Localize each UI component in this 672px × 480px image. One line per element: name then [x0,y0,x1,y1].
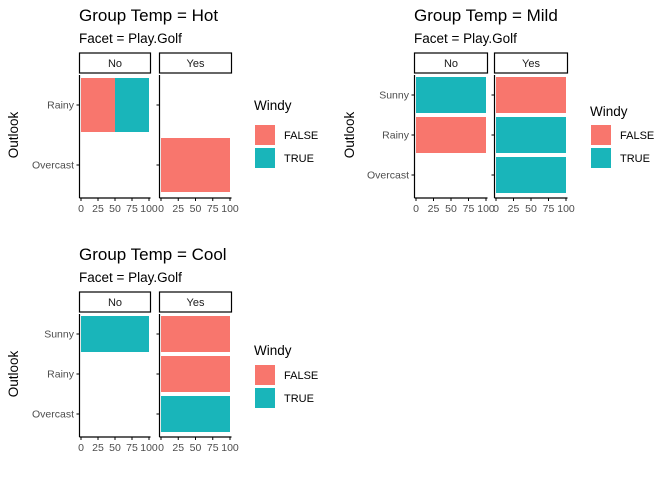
x-tick-label: 25 [508,203,520,215]
legend-key-true [255,388,275,408]
facet-strip-label: Yes [522,58,540,70]
x-tick-label: 75 [207,442,219,454]
chart-2: Group Temp = Mild Facet = Play.Golf Outloo… [342,6,654,215]
facet-strip [158,291,233,313]
bar-true-overcast [496,157,566,193]
legend-label-false: FALSE [284,130,318,142]
legend: Windy FALSE TRUE [254,343,318,408]
x-tick-label: 75 [126,203,138,215]
bar-false-rainy [416,117,486,153]
x-tick-label: 75 [207,203,219,215]
legend-key-false [255,125,275,145]
facet-panel-no: No 0 25 50 75 100 Rainy Overcast [32,52,158,215]
x-tick-label: 0 [158,442,164,454]
facet-strip [493,52,569,74]
legend-label-true: TRUE [620,153,650,165]
legend-label-false: FALSE [284,370,318,382]
facet-strip-label: No [108,58,122,70]
bar-false-rainy [81,78,115,132]
bar-true-sunny [416,77,486,113]
bar-true-sunny [81,316,149,352]
x-tick-label: 0 [413,203,419,215]
bar-false-overcast [161,138,230,192]
x-tick-label: 0 [158,203,164,215]
facet-strip-label: No [108,297,122,309]
chart-title: Group Temp = Cool [79,245,227,264]
y-tick-label: Overcast [367,170,409,182]
y-tick-label: Rainy [47,100,75,112]
facet-strip-label: Yes [187,297,205,309]
legend-title: Windy [254,98,292,113]
legend-label-true: TRUE [284,153,314,165]
facet-strip [413,52,489,74]
bar-false-sunny [161,316,230,352]
chart-subtitle: Facet = Play.Golf [79,31,182,46]
legend-key-true [591,148,611,168]
x-tick-label: 100 [221,203,239,215]
legend: Windy FALSE TRUE [590,104,654,168]
x-tick-label: 25 [172,203,184,215]
x-tick-label: 50 [190,203,202,215]
bar-true-rainy [496,117,566,153]
x-tick-label: 100 [477,203,495,215]
x-tick-label: 0 [78,442,84,454]
legend-key-false [255,365,275,385]
y-axis-label: Outlook [6,350,21,397]
y-tick-label: Overcast [32,160,74,172]
x-tick-label: 50 [109,203,121,215]
facet-strip-label: No [444,58,458,70]
x-tick-label: 75 [463,203,475,215]
x-tick-label: 25 [92,442,104,454]
chart-subtitle: Facet = Play.Golf [414,31,517,46]
facet-strip [78,291,152,313]
facet-strip-label: Yes [187,58,205,70]
y-tick-label: Rainy [382,130,410,142]
bar-true-overcast [161,396,230,432]
y-tick-label: Sunny [379,90,410,102]
legend-label-false: FALSE [620,130,654,142]
chart-title: Group Temp = Mild [414,6,558,25]
facet-panel-no: No 0 25 50 75 100 Sunny Rainy Overcast [367,52,495,215]
facet-panel-yes: Yes 0 25 50 75 100 [491,52,575,215]
legend-label-true: TRUE [284,393,314,405]
x-tick-label: 50 [109,442,121,454]
y-tick-label: Overcast [32,409,74,421]
legend: Windy FALSE TRUE [254,98,318,168]
x-tick-label: 100 [140,442,158,454]
x-tick-label: 75 [543,203,555,215]
x-tick-label: 25 [428,203,440,215]
bar-false-sunny [496,77,566,113]
facet-panel-yes: Yes 0 25 50 75 100 [156,291,239,454]
chart-title: Group Temp = Hot [79,6,218,25]
facet-strip [158,52,233,74]
x-tick-label: 75 [126,442,138,454]
x-tick-label: 50 [190,442,202,454]
chart-3: Group Temp = Cool Facet = Play.Golf Outloo… [6,245,318,454]
legend-key-false [591,125,611,145]
y-axis-label: Outlook [342,111,357,158]
x-tick-label: 25 [172,442,184,454]
y-axis-label: Outlook [6,111,21,158]
legend-title: Windy [590,104,628,119]
x-tick-label: 100 [221,442,239,454]
chart-subtitle: Facet = Play.Golf [79,270,182,285]
legend-key-true [255,148,275,168]
legend-title: Windy [254,343,292,358]
x-tick-label: 25 [92,203,104,215]
bar-true-rainy [115,78,149,132]
x-tick-label: 50 [525,203,537,215]
facet-strip [78,52,152,74]
facet-panel-no: No 0 25 50 75 100 Sunny Rainy Overcast [32,291,158,454]
bar-false-rainy [161,356,230,392]
y-tick-label: Sunny [44,329,75,341]
x-tick-label: 0 [493,203,499,215]
x-tick-label: 50 [445,203,457,215]
facet-panel-yes: Yes 0 25 50 75 100 [156,52,239,215]
chart-1: Group Temp = Hot Facet = Play.Golf Outlook… [6,6,318,215]
y-tick-label: Rainy [47,369,75,381]
x-tick-label: 100 [140,203,158,215]
x-tick-label: 0 [78,203,84,215]
x-tick-label: 100 [557,203,575,215]
